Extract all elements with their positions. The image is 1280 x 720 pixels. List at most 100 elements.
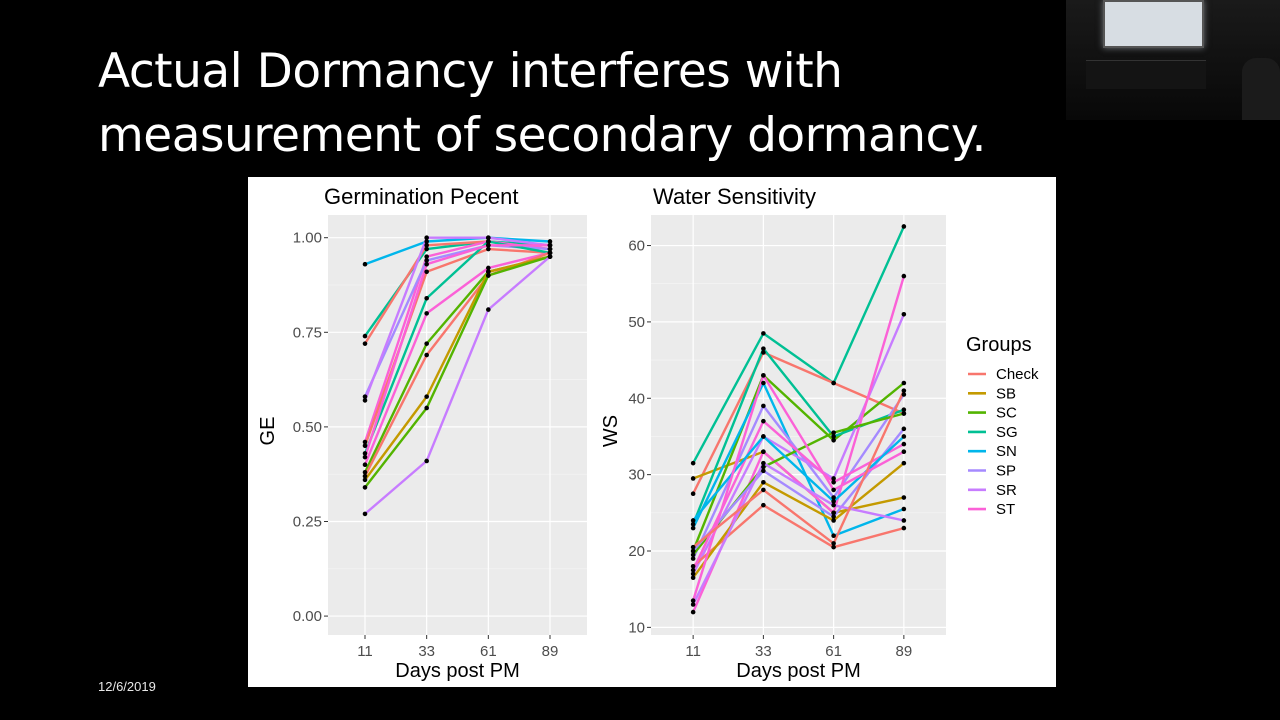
- series-line-sg: [363, 240, 551, 454]
- data-point: [831, 434, 836, 439]
- data-point: [690, 476, 696, 481]
- data-point: [690, 571, 696, 577]
- chart-svg: 0.00 0.25 0.50 0.75 1.00 11 33 61 89 Germination …: [257, 184, 1039, 682]
- data-point: [690, 552, 696, 558]
- data-point: [690, 518, 696, 523]
- series-line-sc: [691, 374, 905, 552]
- series-line-sb: [364, 255, 551, 481]
- data-point: [831, 499, 836, 504]
- data-point: [690, 602, 696, 607]
- chart-legend: Groups Check SB SC SG SN SP SR ST: [966, 334, 1039, 518]
- series-line-sn: [364, 236, 551, 266]
- series-line-sg: [692, 226, 905, 464]
- chart-panel-1: 0.00 0.25 0.50 0.75 1.00 11 33 61 89 Germination …: [257, 184, 587, 682]
- legend-label-sp: SP: [996, 463, 1016, 480]
- y-tick-label: 20: [628, 543, 645, 560]
- data-point: [901, 426, 907, 432]
- x-tick-label: 11: [685, 643, 701, 660]
- data-point: [362, 341, 368, 346]
- data-point: [424, 311, 429, 316]
- data-point: [761, 479, 766, 485]
- webcam-projector-screen: [1103, 0, 1204, 48]
- webcam-overlay: [1066, 0, 1280, 120]
- y-tick-label: 30: [628, 467, 645, 484]
- data-point: [761, 380, 766, 386]
- data-point: [424, 295, 429, 301]
- data-point: [690, 544, 696, 550]
- slide-title-line-1: Actual Dormancy interferes with: [98, 44, 843, 99]
- data-point: [831, 430, 836, 435]
- data-point: [761, 350, 766, 355]
- series-line-sn: [692, 381, 905, 537]
- data-point: [486, 265, 491, 271]
- data-point: [761, 502, 766, 508]
- data-point: [424, 235, 429, 241]
- data-point: [901, 495, 907, 500]
- data-point: [362, 394, 368, 399]
- data-point: [901, 506, 907, 512]
- data-point: [690, 556, 696, 561]
- slide-title-line-2: measurement of secondary dormancy.: [98, 108, 986, 163]
- series-line-sr: [364, 255, 551, 515]
- data-point: [362, 511, 368, 517]
- data-point: [901, 392, 907, 397]
- data-point: [831, 518, 836, 523]
- plot-panel-background: [328, 215, 587, 635]
- data-point: [761, 460, 766, 466]
- y-axis-label: WS: [600, 415, 622, 447]
- data-point: [831, 541, 836, 546]
- series-line-st: [692, 419, 905, 571]
- legend-label-check: Check: [996, 366, 1039, 383]
- data-point: [362, 451, 368, 456]
- data-point: [424, 458, 429, 464]
- y-tick-label: 0.50: [293, 419, 322, 436]
- data-point: [486, 273, 491, 278]
- series-line-st: [363, 251, 551, 466]
- x-tick-label: 33: [418, 643, 435, 660]
- data-point: [761, 331, 766, 336]
- data-point: [486, 242, 491, 248]
- data-point: [362, 398, 368, 403]
- data-point: [761, 449, 766, 455]
- data-point: [362, 454, 368, 460]
- slide-title: Actual Dormancy interferes with measurem…: [98, 40, 1058, 168]
- webcam-lectern: [1086, 60, 1206, 89]
- data-point: [831, 533, 836, 539]
- data-point: [547, 250, 553, 256]
- data-point: [486, 246, 491, 252]
- data-point: [547, 242, 553, 248]
- y-tick-label: 0.25: [293, 513, 322, 530]
- data-point: [690, 548, 696, 554]
- data-point: [831, 380, 836, 386]
- legend-title: Groups: [966, 334, 1032, 356]
- x-tick-label: 61: [825, 643, 842, 660]
- data-point: [424, 405, 429, 411]
- data-point: [424, 341, 429, 346]
- data-point: [901, 441, 907, 447]
- data-point: [362, 462, 368, 468]
- x-tick-label: 89: [542, 643, 559, 660]
- y-tick-label: 60: [628, 238, 645, 255]
- legend-label-sb: SB: [996, 385, 1016, 402]
- y-tick-label: 40: [628, 390, 645, 407]
- y-tick-label: 1.00: [293, 230, 322, 247]
- data-point: [761, 373, 766, 378]
- legend-label-sn: SN: [996, 443, 1017, 460]
- data-point: [901, 311, 907, 317]
- data-point: [901, 434, 907, 439]
- data-point: [424, 261, 429, 267]
- data-point: [831, 495, 836, 500]
- x-tick-label: 61: [480, 643, 497, 660]
- data-point: [424, 394, 429, 399]
- legend-label-sg: SG: [996, 424, 1018, 441]
- chart-title: Germination Pecent: [324, 184, 518, 209]
- data-point: [761, 346, 766, 351]
- y-tick-label: 50: [628, 314, 645, 331]
- data-point: [362, 333, 368, 339]
- x-tick-label: 89: [896, 643, 913, 660]
- x-axis-label: Days post PM: [736, 660, 860, 682]
- data-point: [486, 269, 491, 275]
- data-point: [761, 403, 766, 409]
- series-line-sb: [692, 462, 905, 579]
- slide-date: 12/6/2019: [98, 679, 156, 694]
